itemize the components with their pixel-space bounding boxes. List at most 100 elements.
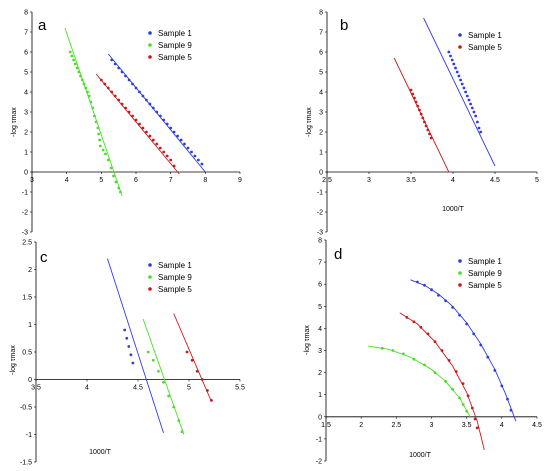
y-tick-label: 3 (24, 110, 28, 117)
y-tick-label: 4 (319, 90, 323, 97)
y-tick-label: 2 (318, 370, 322, 377)
data-point (193, 154, 197, 158)
data-point (440, 349, 444, 352)
data-point (430, 288, 433, 292)
series-sample-9 (64, 27, 123, 197)
data-point (197, 158, 200, 162)
data-point (479, 130, 483, 134)
x-tick-label: 9 (238, 177, 242, 184)
data-point (145, 130, 148, 134)
data-point (172, 405, 176, 409)
data-point (470, 406, 474, 410)
data-point (455, 70, 459, 74)
data-point (405, 316, 409, 319)
x-tick-label: 1.5 (321, 422, 331, 429)
legend-marker (148, 287, 152, 291)
y-tick-label: 1 (319, 150, 323, 157)
y-tick-label: -1.5 (20, 460, 32, 467)
data-point (433, 340, 437, 344)
data-point (444, 380, 447, 383)
data-point (200, 378, 204, 381)
data-point (167, 394, 171, 398)
x-axis-label: 1000/T (89, 449, 112, 456)
data-point (101, 148, 105, 152)
data-point (148, 102, 152, 106)
y-tick-label: 0 (319, 170, 323, 177)
data-point (465, 94, 469, 98)
data-point (477, 126, 481, 130)
data-point (416, 104, 420, 108)
data-point (117, 66, 121, 70)
data-point (210, 399, 213, 402)
data-point (472, 332, 476, 336)
data-point (447, 359, 451, 362)
x-tick-label: 7 (169, 177, 173, 184)
fit-line (410, 279, 517, 422)
panel-b: -3 -2 -1 0 1 2 3 4 5 6 7 8 2.5 3 3.5 4 4.5 5 b -log τmax 100… (306, 10, 539, 237)
data-point (179, 138, 183, 142)
legend-marker (458, 283, 462, 287)
data-point (474, 114, 478, 118)
series-sample-5 (393, 57, 450, 173)
data-point (98, 144, 102, 148)
data-point (426, 332, 430, 336)
data-point (458, 396, 461, 400)
x-tick-label: 3 (430, 422, 434, 429)
x-tick-label: 3.5 (406, 177, 416, 184)
panel-letter: c (40, 249, 48, 266)
y-tick-label: 1 (318, 392, 322, 399)
y-axis-label: -log τmax (10, 345, 17, 375)
data-point (97, 132, 100, 136)
data-point (412, 320, 416, 324)
legend-marker (458, 45, 462, 49)
data-point (186, 146, 190, 150)
x-tick-label: 4.5 (133, 385, 143, 392)
y-tick-label: 3 (318, 348, 322, 355)
y-axis-label: -log τmax (11, 107, 18, 137)
x-tick-label: 4 (500, 422, 504, 429)
data-point (195, 369, 199, 373)
y-tick-label: 0 (28, 377, 32, 384)
y-tick-label: 8 (318, 238, 322, 245)
data-point (409, 88, 413, 92)
data-point (129, 353, 133, 357)
data-point (183, 142, 186, 146)
data-point (458, 313, 461, 317)
legend-marker (148, 55, 152, 59)
data-point (464, 90, 467, 94)
x-axis-label: 1000/T (442, 206, 465, 213)
data-point (433, 371, 437, 374)
data-point (155, 142, 159, 146)
data-point (162, 380, 165, 384)
y-tick-label: 1 (24, 150, 28, 157)
data-point (120, 102, 124, 106)
data-point (424, 124, 428, 128)
y-tick-label: 2.5 (22, 240, 32, 247)
data-point (419, 325, 423, 329)
y-tick-label: 5 (318, 304, 322, 311)
data-point (93, 114, 96, 118)
y-tick-label: -2 (317, 210, 323, 217)
legend-label: Sample 1 (158, 261, 192, 270)
data-point (180, 430, 184, 434)
data-point (124, 74, 127, 78)
legend-label: Sample 5 (468, 281, 502, 290)
legend-label: Sample 1 (468, 257, 502, 266)
panel-letter: a (38, 17, 47, 34)
data-point (419, 112, 423, 116)
legend-marker (458, 271, 462, 275)
panel-letter: b (340, 17, 348, 34)
x-tick-label: 4.5 (490, 177, 500, 184)
series-sample-5 (95, 73, 180, 175)
data-point (172, 130, 176, 134)
data-point (475, 426, 479, 430)
data-point (206, 389, 209, 392)
data-point (414, 100, 418, 104)
y-tick-label: 7 (319, 30, 323, 37)
data-point (506, 397, 509, 401)
data-point (127, 110, 131, 114)
y-tick-label: 0 (24, 170, 28, 177)
x-tick-label: 3.5 (462, 422, 472, 429)
data-point (449, 54, 452, 58)
y-tick-label: 0.5 (22, 350, 32, 357)
